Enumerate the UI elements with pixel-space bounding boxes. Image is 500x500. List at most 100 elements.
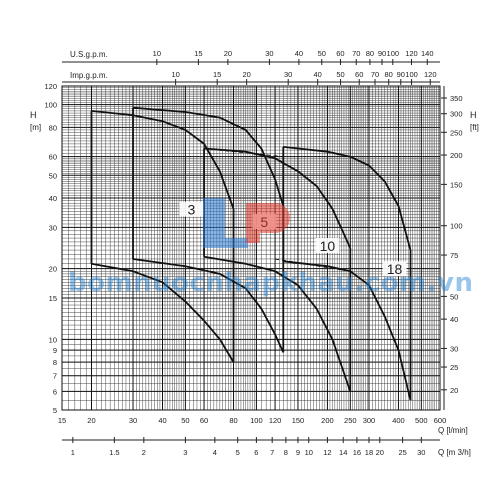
y-tick-ft: 250 xyxy=(450,128,463,137)
curve-lower-5 xyxy=(132,258,285,353)
curve-upper-5 xyxy=(132,106,285,207)
x-tick-usgpm: 10 xyxy=(153,49,161,58)
x-tick-m3h: 6 xyxy=(254,448,258,457)
x-tick-usgpm: 140 xyxy=(421,49,434,58)
dashed-limit-18 xyxy=(275,258,351,272)
y-tick-m: 6 xyxy=(53,387,57,396)
y-tick-m: 15 xyxy=(49,294,57,303)
x-tick-m3h: 18 xyxy=(365,448,373,457)
x-tick-m3h: 4 xyxy=(213,448,217,457)
x-tick-m3h: 1.5 xyxy=(109,448,119,457)
x-tick-m3h: 14 xyxy=(339,448,347,457)
y-tick-ft: 25 xyxy=(450,363,458,372)
y-tick-ft: 350 xyxy=(450,94,463,103)
x-tick-impgpm: 20 xyxy=(242,70,250,79)
y-tick-m: 60 xyxy=(49,153,57,162)
x-tick-lmin: 250 xyxy=(344,416,357,425)
y-tick-ft: 20 xyxy=(450,386,458,395)
x-tick-impgpm: 30 xyxy=(284,70,292,79)
x-tick-lmin: 200 xyxy=(321,416,334,425)
y-tick-ft: 150 xyxy=(450,180,463,189)
x-tick-usgpm: 30 xyxy=(265,49,273,58)
curve-upper-18 xyxy=(283,146,412,251)
y-tick-m: 20 xyxy=(49,265,57,274)
y-tick-m: 30 xyxy=(49,223,57,232)
y-right-axis-label: H xyxy=(470,110,477,120)
x-tick-lmin: 40 xyxy=(158,416,166,425)
x-tick-usgpm: 90 xyxy=(378,49,386,58)
y-tick-m: 10 xyxy=(49,335,57,344)
y-left-axis-unit: [m] xyxy=(30,123,41,132)
curve-lower-3 xyxy=(91,262,235,363)
x-tick-lmin: 600 xyxy=(434,416,447,425)
x-tick-lmin: 400 xyxy=(392,416,405,425)
y-tick-ft: 300 xyxy=(450,110,463,119)
x-tick-impgpm: 50 xyxy=(336,70,344,79)
dashed-limit-10 xyxy=(204,148,284,158)
y-tick-m: 120 xyxy=(44,82,57,91)
x-tick-m3h: 16 xyxy=(353,448,361,457)
y-tick-ft: 50 xyxy=(450,292,458,301)
x-tick-lmin: 30 xyxy=(129,416,137,425)
x-tick-impgpm: 40 xyxy=(313,70,321,79)
y-left-axis-label: H xyxy=(30,110,37,120)
y-tick-m: 50 xyxy=(49,171,57,180)
x-tick-impgpm: 120 xyxy=(424,70,437,79)
x-tick-m3h: 1 xyxy=(71,448,75,457)
x-tick-impgpm: 80 xyxy=(385,70,393,79)
brand-logo-watermark xyxy=(198,198,298,248)
x-tick-impgpm: 60 xyxy=(355,70,363,79)
x-tick-m3h: 7 xyxy=(270,448,274,457)
x-tick-lmin: 500 xyxy=(415,416,428,425)
x-tick-impgpm: 100 xyxy=(405,70,418,79)
x-tick-usgpm: 80 xyxy=(366,49,374,58)
y-tick-ft: 75 xyxy=(450,251,458,260)
series-label-bg xyxy=(179,201,204,217)
top-axis-impgpm-label: Imp.g.p.m. xyxy=(70,71,108,80)
top-axis-usgpm-label: U.S.g.p.m. xyxy=(70,50,108,59)
curve-lower-18 xyxy=(283,260,412,401)
series-label-bg xyxy=(315,237,340,253)
x-tick-lmin: 20 xyxy=(87,416,95,425)
x-tick-usgpm: 15 xyxy=(194,49,202,58)
y-tick-m: 80 xyxy=(49,123,57,132)
x-tick-m3h: 5 xyxy=(236,448,240,457)
x-tick-m3h: 2 xyxy=(142,448,146,457)
y-tick-ft: 30 xyxy=(450,344,458,353)
x-tick-usgpm: 120 xyxy=(405,49,418,58)
x-tick-usgpm: 70 xyxy=(352,49,360,58)
x-tick-m3h: 20 xyxy=(376,448,384,457)
y-right-axis-unit: [ft] xyxy=(470,123,479,132)
series-label-bg xyxy=(382,261,407,277)
x-tick-m3h: 12 xyxy=(323,448,331,457)
chart-curves: 351018 xyxy=(90,106,412,401)
y-tick-m: 8 xyxy=(53,358,57,367)
watermark-text: bomnuocnhapkhau.com.vn xyxy=(68,268,474,298)
series-label-3: 3 xyxy=(187,202,195,218)
y-tick-ft: 100 xyxy=(450,222,463,231)
x-tick-impgpm: 90 xyxy=(397,70,405,79)
x-tick-usgpm: 50 xyxy=(318,49,326,58)
chart-ticks: 15 20 30 40 50 60 80 100 120 150 200 250 300 400 500 60… xyxy=(44,49,462,457)
y-tick-m: 100 xyxy=(44,101,57,110)
y-tick-m: 7 xyxy=(53,372,57,381)
series-label-18: 18 xyxy=(387,261,403,277)
x-tick-lmin: 150 xyxy=(292,416,305,425)
x-tick-m3h: 30 xyxy=(417,448,425,457)
x-tick-lmin: 100 xyxy=(250,416,263,425)
x-tick-lmin: 300 xyxy=(363,416,376,425)
x-tick-impgpm: 70 xyxy=(371,70,379,79)
series-label-10: 10 xyxy=(320,238,336,254)
x-axis-label-m3h: Q [m 3/h] xyxy=(438,448,471,457)
y-tick-m: 5 xyxy=(53,406,57,415)
x-tick-lmin: 120 xyxy=(269,416,282,425)
curve-lower-10 xyxy=(203,255,352,392)
y-tick-ft: 200 xyxy=(450,151,463,160)
x-tick-m3h: 8 xyxy=(284,448,288,457)
x-tick-usgpm: 60 xyxy=(336,49,344,58)
x-tick-usgpm: 100 xyxy=(387,49,400,58)
x-tick-m3h: 9 xyxy=(296,448,300,457)
y-tick-m: 9 xyxy=(53,346,57,355)
y-tick-m: 40 xyxy=(49,194,57,203)
